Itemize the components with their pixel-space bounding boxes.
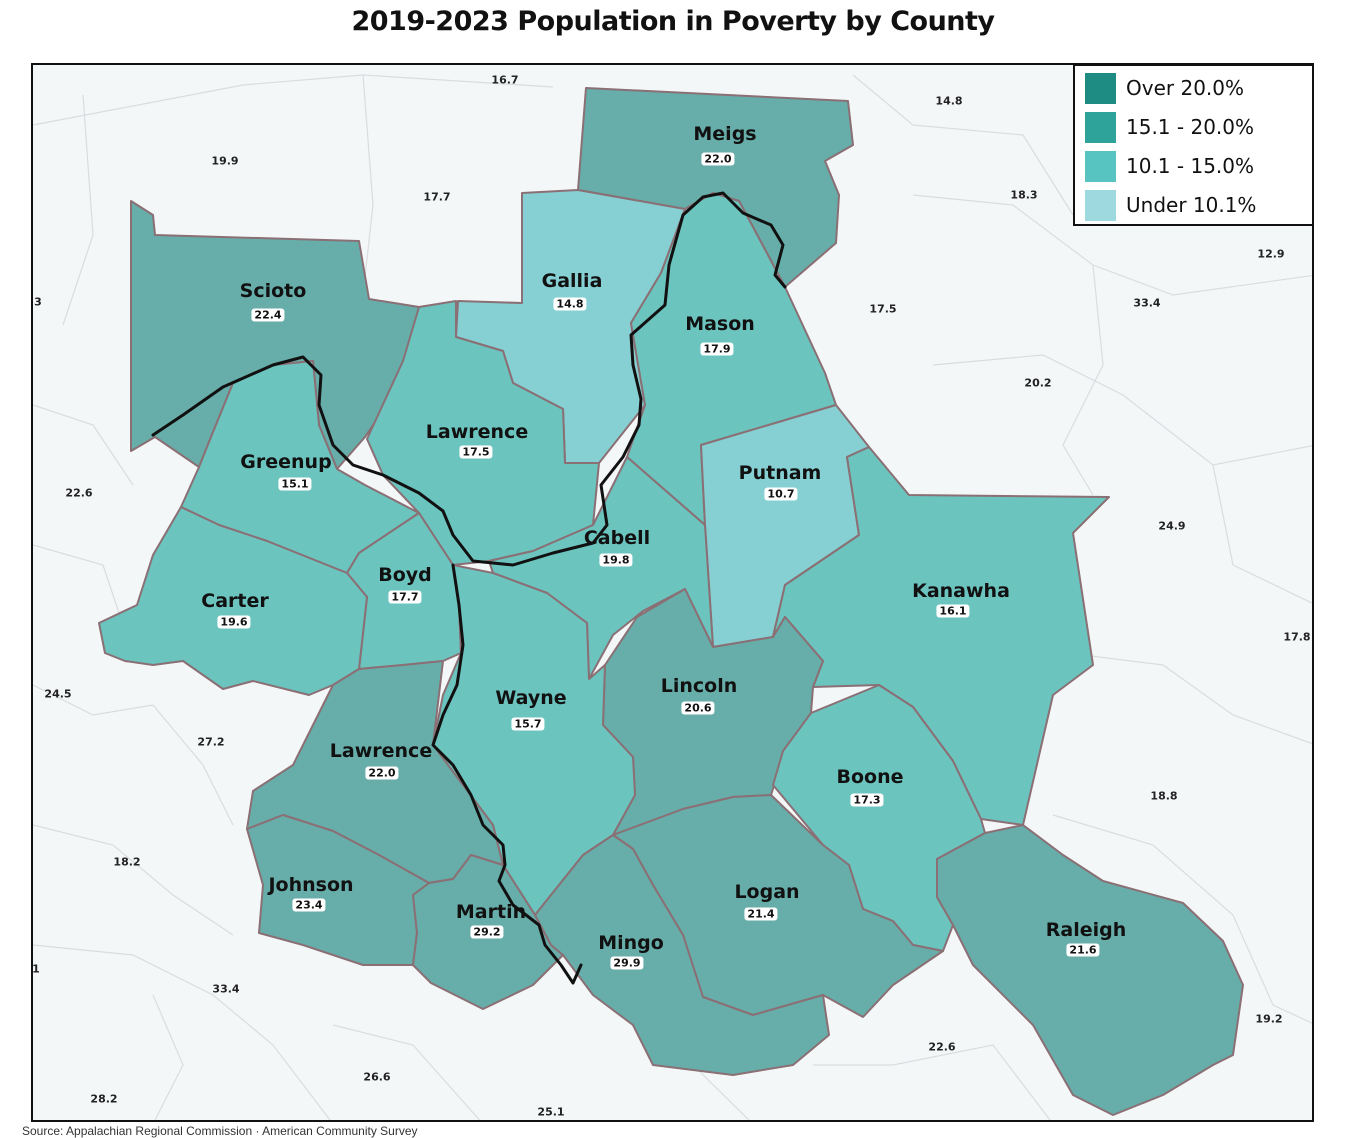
county-name-lawrence-ky: Lawrence: [329, 740, 433, 762]
county-name-kanawha: Kanawha: [912, 580, 1010, 602]
county-name-putnam: Putnam: [738, 462, 822, 484]
legend-label: 10.1 - 15.0%: [1126, 154, 1254, 178]
surrounding-value: 24.5: [44, 687, 72, 701]
legend-label: 15.1 - 20.0%: [1126, 115, 1254, 139]
county-value-carter: 19.6: [217, 615, 251, 629]
county-name-greenup: Greenup: [240, 451, 332, 473]
county-map: [33, 74, 1312, 1120]
county-name-lincoln: Lincoln: [660, 675, 738, 697]
county-value-lawrence-ky: 22.0: [365, 766, 399, 780]
county-boone[interactable]: [772, 684, 986, 952]
county-value-mason: 17.9: [700, 342, 734, 356]
county-polygons: [98, 87, 1244, 1116]
county-name-martin: Martin: [455, 901, 527, 923]
county-value-kanawha: 16.1: [936, 604, 970, 618]
county-value-logan: 21.4: [744, 907, 778, 921]
county-name-mason: Mason: [685, 313, 755, 335]
legend-item: 10.1 - 15.0%: [1085, 150, 1254, 182]
county-value-gallia: 14.8: [553, 297, 587, 311]
legend-label: Over 20.0%: [1126, 76, 1244, 100]
surrounding-value: 14.8: [935, 94, 963, 108]
legend-swatch: [1085, 111, 1116, 143]
surrounding-value: 18.2: [113, 855, 141, 869]
surrounding-value: 22.6: [928, 1040, 956, 1054]
surrounding-value: 3: [34, 295, 42, 309]
surrounding-value: 22.6: [65, 486, 93, 500]
county-name-cabell: Cabell: [583, 527, 651, 549]
source-note: Source: Appalachian Regional Commission …: [22, 1124, 418, 1138]
county-name-johnson: Johnson: [268, 874, 354, 896]
county-value-putnam: 10.7: [764, 487, 798, 501]
county-value-greenup: 15.1: [278, 477, 312, 491]
legend-label: Under 10.1%: [1126, 193, 1257, 217]
county-value-wayne: 15.7: [511, 717, 545, 731]
surrounding-value: 28.2: [90, 1092, 118, 1106]
county-name-boone: Boone: [836, 766, 904, 788]
legend-swatch: [1085, 189, 1116, 221]
map-frame: Meigs 22.0 Gallia 14.8 Mason 17.9 Scioto…: [31, 63, 1314, 1122]
surrounding-value: 18.8: [1150, 789, 1178, 803]
county-name-lawrence-oh: Lawrence: [425, 421, 529, 443]
legend-swatch: [1085, 72, 1116, 104]
surrounding-value: 19.2: [1255, 1012, 1283, 1026]
surrounding-value: 25.1: [537, 1105, 565, 1119]
county-name-gallia: Gallia: [541, 270, 603, 292]
surrounding-value: 1: [32, 962, 40, 976]
county-value-martin: 29.2: [470, 925, 504, 939]
map-title: 2019-2023 Population in Poverty by Count…: [351, 6, 995, 37]
county-value-boone: 17.3: [850, 793, 884, 807]
county-name-boyd: Boyd: [378, 564, 432, 586]
county-value-lincoln: 20.6: [681, 701, 715, 715]
county-value-scioto: 22.4: [251, 308, 285, 322]
county-raleigh[interactable]: [936, 824, 1244, 1116]
surrounding-value: 26.6: [363, 1070, 391, 1084]
surrounding-value: 12.9: [1257, 247, 1285, 261]
county-value-raleigh: 21.6: [1066, 943, 1100, 957]
surrounding-value: 20.2: [1024, 376, 1052, 390]
surrounding-value: 33.4: [1133, 296, 1161, 310]
county-value-mingo: 29.9: [610, 956, 644, 970]
legend-swatch: [1085, 150, 1116, 182]
county-value-boyd: 17.7: [388, 590, 422, 604]
background-county-borders: [33, 74, 1312, 1120]
legend-item: 15.1 - 20.0%: [1085, 111, 1254, 143]
surrounding-value: 17.5: [869, 302, 897, 316]
county-name-meigs: Meigs: [693, 123, 757, 145]
legend-item: Under 10.1%: [1085, 189, 1256, 221]
county-value-cabell: 19.8: [599, 553, 633, 567]
county-name-logan: Logan: [734, 881, 800, 903]
surrounding-value: 16.7: [491, 73, 519, 87]
river-state-boundary: [151, 191, 787, 567]
river-tug-fork: [431, 563, 583, 985]
county-name-mingo: Mingo: [598, 932, 664, 954]
surrounding-value: 33.4: [212, 982, 240, 996]
county-carter[interactable]: [98, 506, 368, 696]
county-name-carter: Carter: [201, 590, 269, 612]
surrounding-value: 19.9: [211, 154, 239, 168]
surrounding-value: 27.2: [197, 735, 225, 749]
surrounding-value: 24.9: [1158, 519, 1186, 533]
county-name-scioto: Scioto: [239, 280, 307, 302]
county-value-lawrence-oh: 17.5: [459, 445, 493, 459]
legend-item: Over 20.0%: [1085, 72, 1244, 104]
map-legend: Over 20.0% 15.1 - 20.0% 10.1 - 15.0% Und…: [1073, 64, 1314, 226]
county-mingo[interactable]: [534, 834, 830, 1076]
surrounding-value: 17.8: [1283, 630, 1311, 644]
county-name-raleigh: Raleigh: [1045, 919, 1127, 941]
surrounding-value: 17.7: [423, 190, 451, 204]
county-value-meigs: 22.0: [701, 152, 735, 166]
county-value-johnson: 23.4: [292, 898, 326, 912]
surrounding-value: 18.3: [1010, 188, 1038, 202]
county-name-wayne: Wayne: [495, 687, 567, 709]
